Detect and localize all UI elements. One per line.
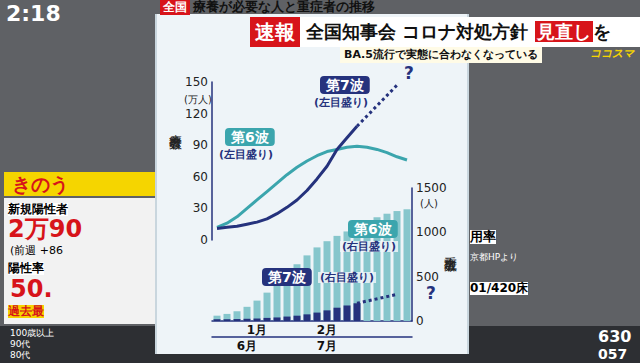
svg-text:30: 30 — [193, 201, 208, 215]
svg-text:0: 0 — [416, 314, 424, 328]
svg-text:60: 60 — [193, 170, 208, 184]
svg-text:2月: 2月 — [317, 323, 337, 337]
html-text:(人): (人) — [420, 198, 438, 209]
svg-text:第6波: 第6波 — [230, 129, 269, 145]
html-text:京都HPより: 京都HPより — [470, 252, 519, 262]
html-text:ココスマ: ココスマ — [590, 47, 634, 60]
svg-text:90: 90 — [193, 138, 208, 152]
html-text:BA.5流行で実態に合わなくなっている: BA.5流行で実態に合わなくなっている — [344, 48, 538, 61]
svg-text:第7波: 第7波 — [325, 77, 364, 93]
svg-text:1000: 1000 — [416, 225, 447, 239]
html-text:(前週 +86: (前週 +86 — [10, 244, 63, 257]
html-text:(万人): (万人) — [184, 94, 212, 105]
svg-text:6月: 6月 — [237, 339, 257, 353]
html-text:きのう: きのう — [12, 173, 69, 195]
svg-text:0: 0 — [200, 233, 208, 247]
svg-text:150: 150 — [185, 75, 208, 89]
html-text:療養が必要な人と重症者の推移: 療養が必要な人と重症者の推移 — [193, 0, 375, 14]
html-text:2万90: 2万90 — [8, 215, 83, 243]
svg-text:(左目盛り): (左目盛り) — [219, 148, 273, 161]
html-text:100歳以上: 100歳以上 — [10, 328, 55, 338]
html-text:全国: 全国 — [163, 0, 187, 14]
svg-text:(右目盛り): (右目盛り) — [342, 240, 396, 253]
html-text:陽性率: 陽性率 — [8, 261, 44, 275]
html-text:2:18: 2:18 — [6, 1, 61, 26]
svg-text:(右目盛り): (右目盛り) — [320, 271, 374, 284]
html-text:新規陽性者: 新規陽性者 — [8, 202, 68, 216]
svg-text:120: 120 — [185, 107, 208, 121]
html-text:01/420床: 01/420床 — [470, 281, 529, 295]
svg-text:7月: 7月 — [317, 339, 337, 353]
html-text:用率: 用率 — [470, 229, 496, 244]
svg-text:第6波: 第6波 — [353, 221, 392, 237]
svg-text:?: ? — [404, 63, 414, 83]
html-text:全国知事会 コロナ対処方針見直しを: 全国知事会 コロナ対処方針見直しを — [306, 21, 611, 42]
html-text:057: 057 — [598, 346, 628, 362]
html-text:重症者数: 重症者数 — [443, 246, 459, 250]
html-text:療養者数: 療養者数 — [168, 124, 184, 128]
html-text:速報: 速報 — [255, 20, 295, 44]
html-text:80代: 80代 — [10, 350, 31, 360]
svg-text:1500: 1500 — [416, 181, 447, 195]
svg-text:?: ? — [426, 283, 436, 303]
html-text:50.: 50. — [10, 275, 53, 303]
html-text:90代: 90代 — [10, 339, 31, 349]
svg-text:1月: 1月 — [247, 323, 267, 337]
html-text:過去最: 過去最 — [8, 304, 44, 318]
svg-text:(左目盛り): (左目盛り) — [314, 96, 368, 109]
html-text:630: 630 — [598, 327, 632, 346]
svg-text:500: 500 — [416, 269, 439, 284]
svg-text:第7波: 第7波 — [267, 269, 306, 285]
